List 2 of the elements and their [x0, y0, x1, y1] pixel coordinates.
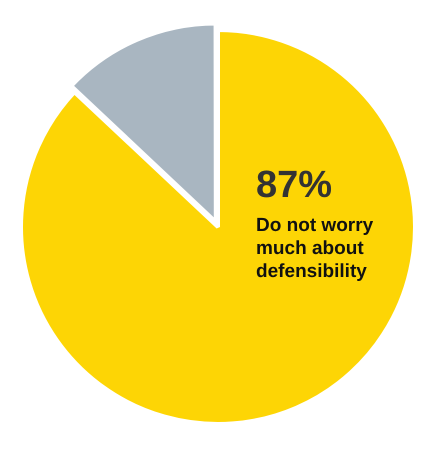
slice-label: Do not worry much about defensibility — [256, 215, 374, 282]
data-label: 87% — [256, 164, 332, 206]
